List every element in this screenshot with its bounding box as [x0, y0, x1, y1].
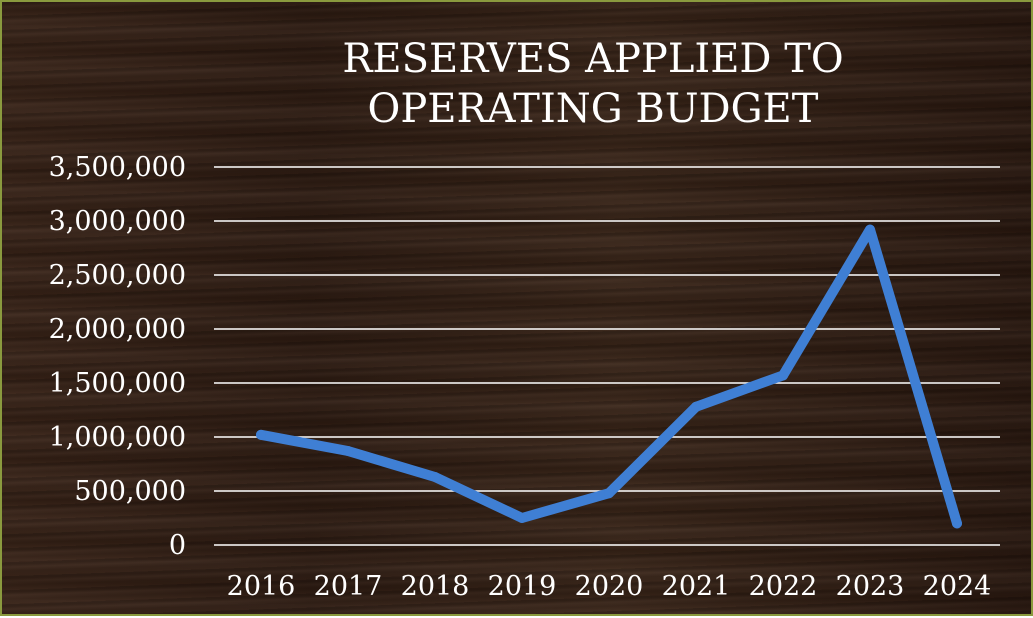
chart-title-line-2: OPERATING BUDGET — [368, 86, 819, 132]
x-tick-label: 2019 — [488, 571, 557, 602]
x-tick-label: 2018 — [401, 571, 470, 602]
data-point — [778, 370, 788, 381]
series-line — [256, 224, 962, 529]
y-tick-label: 1,500,000 — [49, 368, 186, 399]
series-layer — [256, 224, 962, 529]
y-axis-ticks: 0 500,000 1,000,000 1,500,000 2,000,000 2,500… — [49, 152, 186, 561]
x-tick-label: 2017 — [314, 571, 383, 602]
x-tick-label: 2024 — [923, 571, 992, 602]
chart-title-line-1: RESERVES APPLIED TO — [342, 36, 843, 82]
data-point — [952, 518, 962, 529]
y-tick-label: 0 — [169, 530, 186, 561]
y-tick-label: 1,000,000 — [49, 422, 186, 453]
data-point — [691, 401, 701, 412]
data-point — [517, 513, 527, 523]
data-point — [430, 471, 440, 482]
y-tick-label: 2,500,000 — [49, 260, 186, 291]
y-tick-label: 2,000,000 — [49, 314, 186, 345]
x-axis-ticks: 2016 2017 2018 2019 2020 2021 2022 2023 2024 — [227, 571, 992, 602]
data-point — [865, 224, 875, 235]
x-tick-label: 2016 — [227, 571, 296, 602]
data-point — [343, 446, 353, 457]
data-point — [604, 488, 614, 499]
x-tick-label: 2022 — [749, 571, 818, 602]
x-tick-label: 2021 — [662, 571, 731, 602]
y-tick-label: 3,000,000 — [49, 206, 186, 237]
x-tick-label: 2020 — [575, 571, 644, 602]
y-tick-label: 500,000 — [74, 476, 186, 507]
gridlines — [214, 166, 1000, 546]
data-point — [256, 429, 266, 440]
x-tick-label: 2023 — [836, 571, 905, 602]
y-tick-label: 3,500,000 — [49, 152, 186, 183]
